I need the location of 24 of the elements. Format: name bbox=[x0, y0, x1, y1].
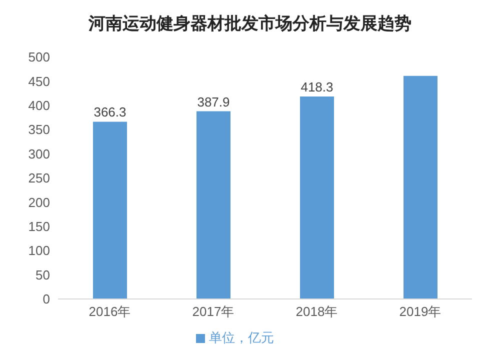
bar bbox=[93, 122, 127, 299]
y-tick-label: 450 bbox=[28, 74, 50, 89]
y-tick-label: 200 bbox=[28, 194, 50, 210]
data-label: 418.3 bbox=[300, 80, 334, 95]
y-tick-label: 250 bbox=[28, 170, 50, 186]
y-tick-label: 100 bbox=[28, 243, 50, 258]
y-tick-label: 300 bbox=[28, 146, 50, 162]
x-tick-label: 2016年 bbox=[88, 304, 131, 320]
x-tick-label: 2017年 bbox=[192, 304, 234, 320]
bar bbox=[300, 96, 334, 299]
bar bbox=[196, 111, 230, 299]
legend-label: 单位，亿元 bbox=[209, 330, 274, 345]
bar bbox=[404, 76, 438, 299]
y-tick-label: 400 bbox=[28, 98, 50, 114]
chart-title: 河南运动健身器材批发市场分析与发展趋势 bbox=[88, 13, 412, 35]
y-tick-label: 50 bbox=[36, 267, 50, 282]
x-tick-label: 2018年 bbox=[296, 304, 338, 320]
y-tick-label: 350 bbox=[28, 122, 50, 138]
data-label: 387.9 bbox=[197, 94, 230, 110]
y-tick-label: 150 bbox=[28, 219, 50, 234]
y-tick-label: 0 bbox=[42, 292, 50, 307]
x-tick-label: 2019年 bbox=[399, 304, 442, 320]
y-tick-label: 500 bbox=[28, 50, 50, 65]
data-label: 366.3 bbox=[94, 104, 126, 120]
